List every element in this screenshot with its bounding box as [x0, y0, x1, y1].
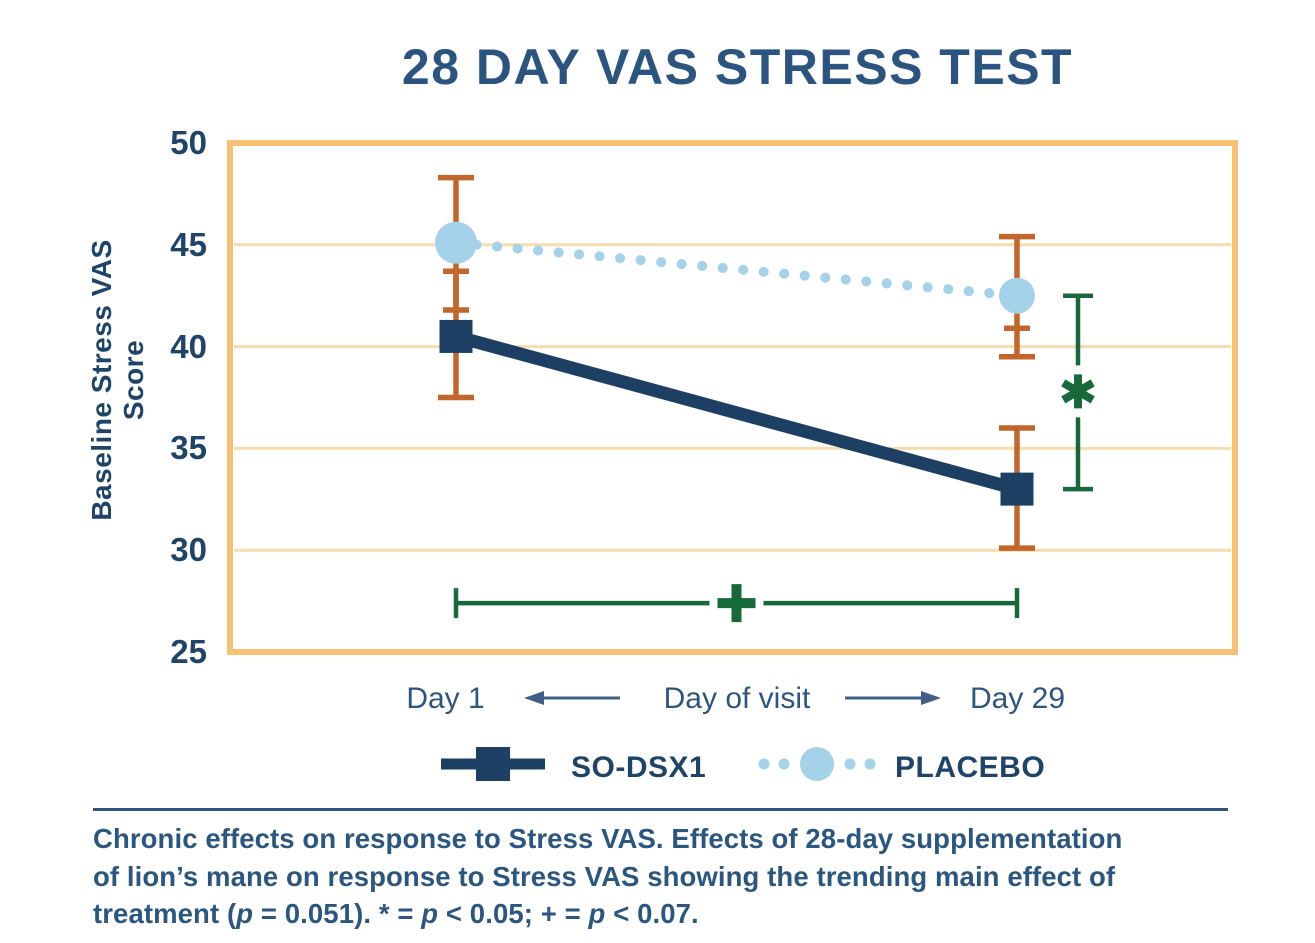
marker-square-so-dsx1 — [1000, 472, 1034, 506]
y-tick-label: 40 — [170, 327, 207, 365]
marker-circle-placebo — [999, 277, 1035, 314]
caption: Chronic effects on response to Stress VA… — [93, 820, 1243, 933]
caption-line: Chronic effects on response to Stress VA… — [93, 823, 1123, 854]
y-tick-label: 50 — [170, 124, 207, 161]
asterisk-symbol — [1061, 379, 1095, 404]
y-tick-label: 25 — [170, 633, 207, 670]
legend-swatch-so-dsx1 — [433, 744, 553, 792]
x-tick-day-29: Day 29 — [969, 682, 1066, 715]
x-tick-day-1: Day 1 — [406, 682, 485, 715]
legend-item-placebo: PLACEBO — [757, 747, 1046, 788]
y-tick-label: 30 — [170, 531, 207, 569]
marker-circle-placebo — [435, 221, 477, 264]
chart-title: 28 DAY VAS STRESS TEST — [401, 39, 1074, 95]
legend-swatch-graphic — [441, 747, 545, 781]
series-line-so-dsx1 — [454, 330, 1019, 496]
caption-line: treatment (p = 0.051). * = p < 0.05; + =… — [93, 898, 699, 929]
y-tick-label: 35 — [170, 429, 207, 467]
legend-item-so-dsx1: SO-DSX1 — [433, 747, 707, 788]
right-arrow-icon — [845, 691, 941, 705]
series-line-placebo — [451, 237, 1022, 301]
legend-label-placebo: PLACEBO — [895, 751, 1046, 784]
x-axis-label: Day of visit — [663, 682, 811, 715]
left-arrow-icon — [524, 691, 620, 705]
marker-square-so-dsx1 — [439, 319, 473, 353]
plot-frame — [227, 140, 1238, 655]
y-tick-label: 45 — [170, 225, 207, 263]
legend-label-so-dsx1: SO-DSX1 — [571, 751, 707, 784]
caption-divider — [93, 808, 1228, 811]
legend-swatch-placebo — [757, 744, 877, 792]
caption-line: of lion’s mane on response to Stress VAS… — [93, 860, 1116, 892]
legend-swatch-graphic — [758, 747, 876, 781]
